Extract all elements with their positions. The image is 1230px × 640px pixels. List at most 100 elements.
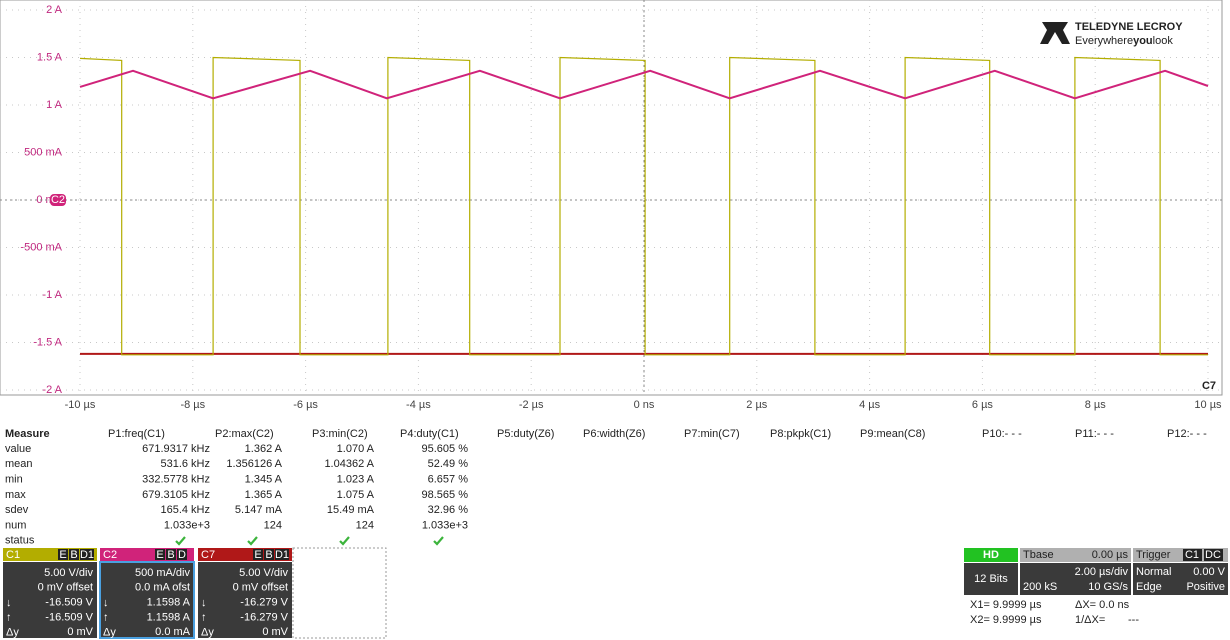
channel-setting: 500 mA/div [135, 567, 191, 579]
trigger-badge [1183, 549, 1202, 561]
channel-badge [155, 549, 165, 560]
x-tick-label: 8 µs [1085, 399, 1107, 411]
measure-row-label: sdev [5, 504, 29, 516]
measure-header: P1:freq(C1) [108, 428, 165, 440]
measure-header: P7:min(C7) [684, 428, 740, 440]
channel-badge-text: B [265, 549, 272, 561]
cursor-inv-dx-value: --- [1128, 614, 1139, 626]
cursor-marker: Δy [6, 627, 19, 639]
measure-value: 1.075 A [337, 489, 375, 501]
trigger-type: Edge [1136, 581, 1162, 593]
trace-label: C7 [1202, 380, 1216, 392]
y-tick-label: 500 mA [24, 146, 63, 158]
status-check [247, 536, 258, 546]
cursor-x1: X1= 9.9999 µs [970, 599, 1042, 611]
channel-name: C2 [103, 549, 117, 561]
cursor-marker: Δy [103, 627, 116, 639]
measure-value: 124 [264, 519, 282, 531]
status-check [175, 536, 186, 546]
tbase-delay: 0.00 µs [1092, 549, 1129, 561]
x-tick-label: 10 µs [1194, 399, 1222, 411]
measure-value: 6.657 % [428, 474, 469, 486]
channel-badge-text: D1 [275, 549, 289, 561]
logo-mark [1040, 22, 1070, 44]
y-tick-label: -1.5 A [33, 336, 62, 348]
channel-badge-text: D [178, 549, 186, 561]
measure-value: 15.49 mA [327, 504, 375, 516]
measure-value: 1.023 A [337, 474, 375, 486]
channel-setting: 0.0 mA [155, 626, 191, 638]
measure-row-label: min [5, 474, 23, 486]
tbase-header [1020, 548, 1131, 562]
channel-badge-text: B [70, 549, 77, 561]
channel-badge [80, 549, 94, 560]
channel-setting: -16.509 V [45, 611, 93, 623]
channel-setting: 0.0 mA ofst [135, 582, 190, 594]
trigger-body [1133, 563, 1228, 595]
channel-name: C1 [6, 549, 20, 561]
measure-header: P10:- - - [982, 428, 1022, 440]
measure-row-label: status [5, 535, 35, 547]
channel-badge-text: E [59, 549, 66, 561]
measure-value: 52.49 % [428, 458, 469, 470]
cursor-marker: ↑ [103, 612, 109, 624]
cursor-marker: ↓ [6, 597, 12, 609]
measure-value: 32.96 % [428, 504, 469, 516]
cursor-marker: ↑ [6, 612, 12, 624]
cursor-marker: ↑ [201, 612, 207, 624]
measure-value: 165.4 kHz [160, 504, 210, 516]
measure-header: P5:duty(Z6) [497, 428, 554, 440]
empty-channel-slot[interactable] [292, 547, 387, 639]
cursor-marker: ↓ [103, 597, 109, 609]
status-check [433, 536, 444, 546]
x-tick-label: -10 µs [65, 399, 96, 411]
tagline-part: you [1133, 35, 1153, 47]
cursor-inv-dx: 1/ΔX= [1075, 614, 1105, 626]
channel-badge-text: E [254, 549, 261, 561]
x-tick-label: 2 µs [746, 399, 768, 411]
measure-header: P11:- - - [1075, 428, 1114, 440]
tagline-part: look [1153, 35, 1174, 47]
measure-value: 1.345 A [245, 474, 283, 486]
bits-box [964, 563, 1018, 595]
x-tick-label: -8 µs [180, 399, 205, 411]
x-tick-label: 4 µs [859, 399, 881, 411]
measure-value: 95.605 % [422, 443, 469, 455]
tbase-body [1020, 563, 1131, 595]
trigger-slope: Positive [1186, 581, 1225, 593]
tbase-label: Tbase [1023, 549, 1054, 561]
channel-setting: 5.00 V/div [44, 567, 93, 579]
x-tick-label: 6 µs [972, 399, 994, 411]
channel-name: C7 [201, 549, 215, 561]
trigger-badge-text: C1 [1185, 549, 1199, 561]
trigger-label: Trigger [1136, 549, 1171, 561]
channel-body [3, 562, 97, 638]
measure-value: 1.070 A [337, 443, 375, 455]
cursor-marker: Δy [201, 627, 214, 639]
measure-value: 124 [356, 519, 374, 531]
measure-header: P9:mean(C8) [860, 428, 925, 440]
channel-body [198, 562, 292, 638]
channel-setting: 0 mV offset [233, 582, 288, 594]
tbase-div: 2.00 µs/div [1075, 566, 1129, 578]
measure-header: P4:duty(C1) [400, 428, 459, 440]
logo-brand: TELEDYNE LECROY [1075, 21, 1183, 33]
measure-value: 671.9317 kHz [142, 443, 210, 455]
trigger-badge-text: DC [1205, 549, 1221, 561]
cursor-x2: X2= 9.9999 µs [970, 614, 1042, 626]
channel-badge-text: E [156, 549, 163, 561]
trigger-level: 0.00 V [1193, 566, 1225, 578]
hd-badge [964, 548, 1018, 562]
measure-header: P3:min(C2) [312, 428, 368, 440]
x-tick-label: -2 µs [519, 399, 544, 411]
x-tick-label: -4 µs [406, 399, 431, 411]
tagline-part: Everywhere [1075, 35, 1133, 47]
y-tick-label: 2 A [46, 4, 63, 16]
channel-marker-box [50, 194, 66, 206]
bits: 12 Bits [974, 573, 1008, 585]
cursor-dx: ΔX= 0.0 ns [1075, 599, 1130, 611]
logo-tagline: Everywhereyoulook [1075, 35, 1173, 47]
measure-value: 1.033e+3 [164, 519, 210, 531]
channel-badge-text: B [167, 549, 174, 561]
